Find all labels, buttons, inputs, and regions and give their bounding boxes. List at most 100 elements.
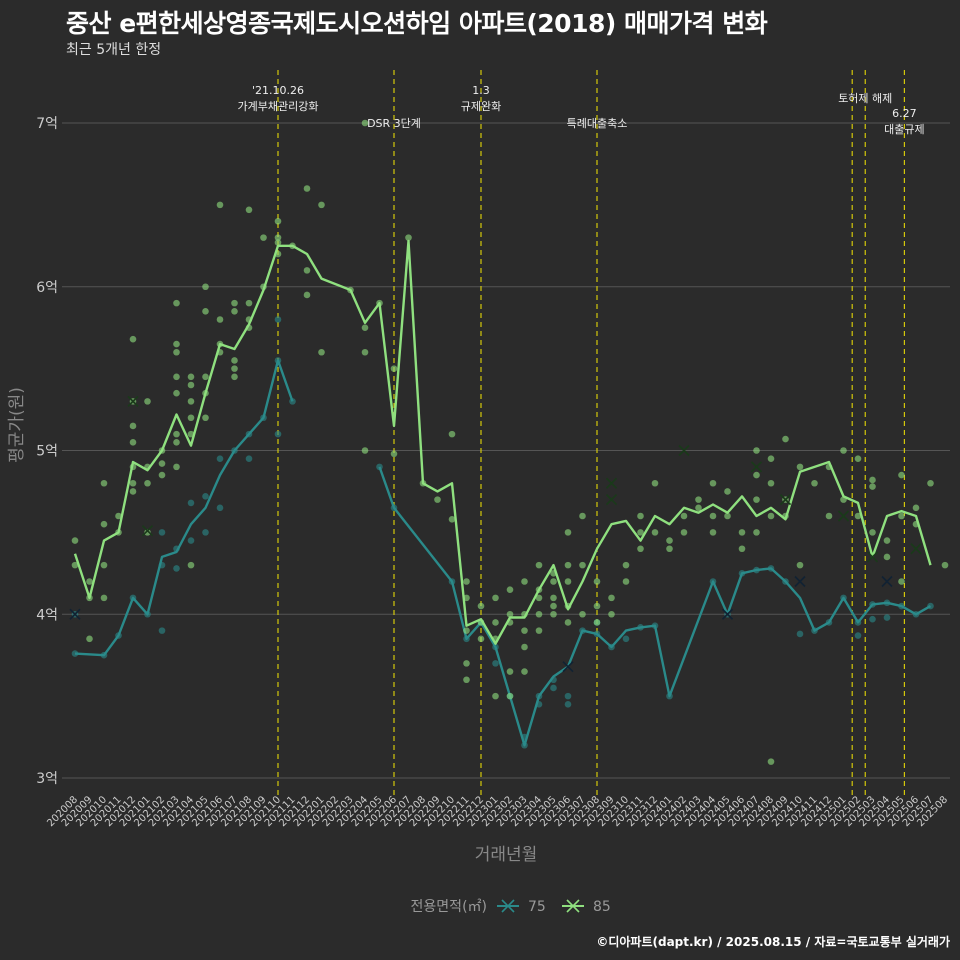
point-85 [608,610,615,618]
point-85 [637,512,644,520]
point-75 [274,430,282,438]
point-85 [173,463,180,471]
point-85 [492,692,499,700]
point-85 [593,619,601,626]
cancelled-mark-85 [750,461,763,473]
point-85 [535,561,543,569]
point-85 [767,758,775,765]
point-85 [738,545,746,553]
x-stroke [678,444,690,457]
point-75 [564,701,572,708]
point-85 [695,496,702,503]
point-85 [506,668,514,675]
event-annotation: '21.10.26 [252,84,304,97]
point-85 [158,471,166,479]
point-85 [680,529,688,536]
point-85 [579,561,586,569]
point-85 [637,529,644,536]
point-85 [753,471,760,479]
point-85 [260,234,267,241]
point-85 [840,447,847,454]
point-85 [912,504,920,512]
event-annotation: 가계부채관리강화 [238,100,319,113]
point-85 [637,545,644,553]
legend-title: 전용면적(㎡) [411,899,487,915]
point-85 [390,365,398,372]
point-85 [173,373,180,381]
point-85 [187,373,195,381]
point-85 [521,668,528,675]
point-85 [506,610,514,618]
point-85 [869,529,876,536]
point-85 [869,483,876,490]
point-85 [593,578,601,585]
y-tick-label: 7억 [36,116,58,132]
point-85 [463,660,470,667]
cancelled-mark-85 [678,444,690,457]
point-85 [187,561,195,569]
point-85 [231,373,238,381]
event-annotation: 규제완화 [461,100,501,113]
cancelled-mark-85 [127,395,139,407]
point-85 [434,496,441,503]
cancelled-mark-85 [605,477,618,489]
y-tick-label: 4억 [36,607,58,623]
point-85 [492,619,499,626]
point-85 [202,373,209,381]
point-85 [187,381,195,389]
point-85 [100,479,108,487]
y-tick-label: 5억 [36,444,58,460]
point-85 [231,357,238,364]
point-85 [898,578,905,585]
x-stroke [605,477,618,489]
cancelled-mark-85 [837,510,850,522]
point-85 [927,479,934,487]
point-85 [695,504,702,512]
point-85 [709,512,717,520]
point-85 [144,529,151,536]
legend-label: 85 [593,899,611,915]
point-85 [666,537,673,544]
point-85 [463,627,470,634]
point-85 [231,365,238,372]
event-annotation: 특례대출축소 [567,117,628,130]
x-stroke [69,608,81,620]
point-85 [521,643,528,651]
point-85 [318,348,325,356]
point-85 [158,460,166,467]
point-85 [506,692,514,700]
x-stroke [837,510,850,522]
point-85 [390,450,398,458]
point-85 [535,627,543,634]
cancelled-mark-85 [605,494,618,506]
point-75 [216,504,224,512]
point-85 [463,676,470,684]
legend-key-x [501,899,515,913]
point-85 [825,512,833,520]
point-85 [521,627,528,634]
point-75 [245,455,253,462]
point-85 [144,398,151,405]
point-85 [303,267,311,274]
cancelled-mark-85 [866,551,879,563]
x-axis-title: 거래년월 [475,845,538,865]
point-85 [550,610,557,618]
point-85 [898,512,905,520]
point-85 [129,439,137,446]
point-85 [709,479,717,487]
x-stroke [794,575,806,588]
point-85 [564,561,572,569]
point-75 [202,529,209,536]
point-85 [767,512,775,520]
point-85 [405,234,412,241]
point-85 [100,594,108,602]
point-75 [216,455,224,462]
event-annotation: DSR 3단계 [367,117,421,130]
point-85 [71,561,79,569]
point-85 [86,578,93,585]
point-85 [796,561,804,569]
point-85 [521,578,528,585]
point-85 [173,439,180,446]
point-85 [767,479,775,487]
point-75 [158,627,166,634]
